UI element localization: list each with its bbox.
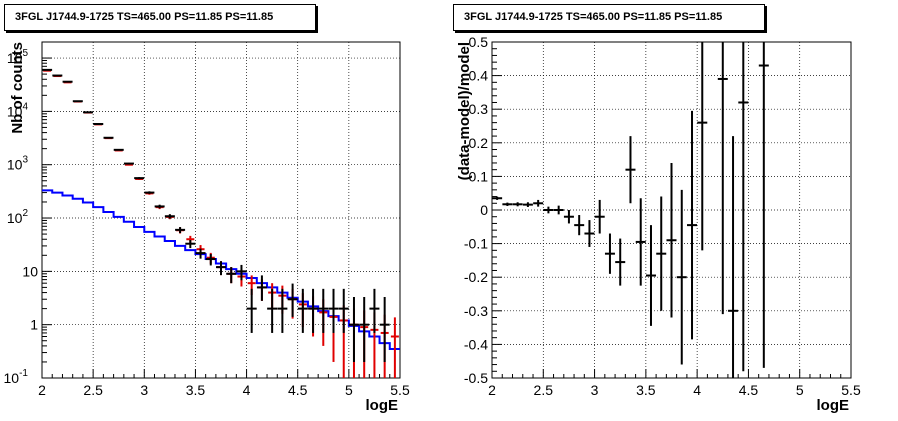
x-tick-label: 2.5	[534, 382, 554, 398]
y-tick-label: -0.1	[464, 236, 488, 252]
x-tick-label: 4.5	[739, 382, 759, 398]
x-tick-label: 5.5	[390, 382, 410, 398]
y-tick-label: 0.2	[469, 135, 489, 151]
y-tick-label: 0.5	[469, 34, 489, 50]
y-tick-label: 104	[7, 101, 29, 119]
y-tick-label: 10	[22, 263, 38, 279]
y-tick-label: 0	[480, 202, 488, 218]
x-tick-label: 3	[591, 382, 599, 398]
y-tick-label: -0.5	[464, 370, 488, 386]
x-tick-label: 2.5	[83, 382, 103, 398]
x-tick-label: 2	[38, 382, 46, 398]
x-tick-label: 4.5	[288, 382, 308, 398]
left-plot-frame	[41, 41, 401, 379]
y-tick-label: 1	[30, 317, 38, 333]
x-tick-label: 4	[243, 382, 251, 398]
x-tick-label: 5	[796, 382, 804, 398]
y-tick-label: 10-1	[4, 368, 29, 386]
x-tick-label: 2	[488, 382, 496, 398]
right-plot-title: 3FGL J1744.9-1725 TS=465.00 PS=11.85 PS=…	[453, 4, 765, 31]
y-tick-label: -0.4	[464, 336, 488, 352]
y-tick-label: 0.3	[469, 101, 489, 117]
x-tick-label: 3	[140, 382, 148, 398]
left-plot-title: 3FGL J1744.9-1725 TS=465.00 PS=11.85 PS=…	[4, 4, 316, 31]
y-tick-label: 0.1	[469, 168, 489, 184]
y-tick-label: -0.3	[464, 303, 488, 319]
y-tick-label: 102	[7, 208, 29, 226]
x-tick-label: 5	[345, 382, 353, 398]
x-tick-label: 5.5	[841, 382, 861, 398]
y-axis-label: (data-model)/model	[456, 42, 473, 180]
y-tick-label: -0.2	[464, 269, 488, 285]
x-tick-label: 4	[693, 382, 701, 398]
x-tick-label: 3.5	[186, 382, 206, 398]
x-tick-label: 3.5	[636, 382, 656, 398]
x-axis-label: logE	[817, 397, 850, 414]
y-tick-label: 103	[7, 155, 29, 173]
y-axis-label: Nb of counts	[9, 42, 26, 134]
x-axis-label: logE	[366, 397, 399, 414]
y-tick-label: 105	[7, 48, 29, 66]
y-tick-label: 0.4	[469, 68, 489, 84]
